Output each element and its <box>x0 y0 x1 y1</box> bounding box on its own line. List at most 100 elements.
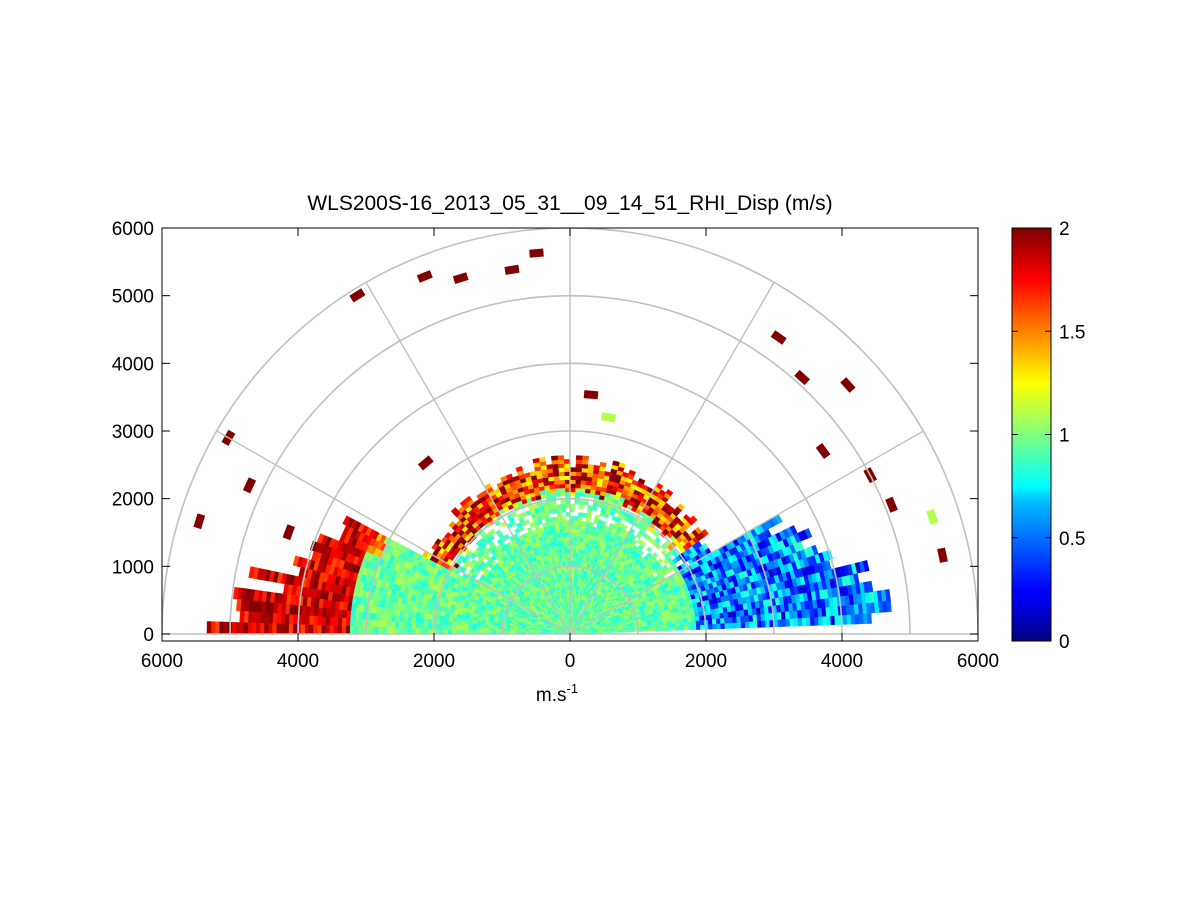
data-cell <box>463 626 469 631</box>
x-axis: 6000 4000 2000 0 2000 4000 6000 <box>141 228 999 672</box>
data-beam <box>570 455 590 631</box>
data-cell <box>402 616 408 623</box>
data-cell <box>410 622 416 629</box>
data-cell <box>439 615 446 622</box>
data-cell <box>575 548 580 554</box>
data-cell <box>450 507 459 515</box>
data-cell <box>410 628 416 635</box>
data-cell <box>353 618 359 627</box>
data-cell <box>579 483 587 489</box>
data-cell <box>333 617 339 627</box>
data-cell <box>937 547 948 563</box>
y-tick-label: 5000 <box>112 287 154 308</box>
data-cell <box>809 616 815 626</box>
colorbar-tick-label: 0.5 <box>1059 529 1085 550</box>
data-cell <box>600 412 616 423</box>
data-cell <box>422 628 428 635</box>
data-cell <box>659 627 665 632</box>
data-cell <box>926 509 939 525</box>
data-cell <box>576 532 581 538</box>
data-cell <box>793 617 799 627</box>
data-cell <box>255 622 261 635</box>
data-cell <box>569 471 576 477</box>
data-cell <box>406 622 412 629</box>
data-beam <box>572 530 690 632</box>
data-cell <box>667 626 673 631</box>
data-cell <box>564 475 571 481</box>
y-tick-label: 3000 <box>112 422 154 443</box>
data-cell <box>280 623 285 635</box>
data-cell <box>663 626 669 631</box>
data-cell <box>728 622 734 629</box>
data-cell <box>564 491 571 497</box>
data-cell <box>515 465 524 473</box>
data-cell <box>564 483 571 489</box>
data-cell <box>455 625 461 631</box>
data-cell <box>414 622 420 630</box>
data-cell <box>556 512 562 518</box>
data-cell <box>712 623 718 630</box>
data-beam <box>434 538 568 632</box>
data-beam <box>515 465 570 631</box>
data-cell <box>402 627 408 635</box>
data-cell <box>468 619 474 625</box>
data-cell <box>587 464 595 470</box>
data-cell <box>571 572 575 578</box>
data-cell <box>580 471 588 477</box>
data-cell <box>578 504 584 510</box>
data-cell <box>679 621 685 627</box>
x-tick-label: 6000 <box>957 651 999 672</box>
data-cell <box>805 617 811 627</box>
data-cell <box>580 479 587 485</box>
data-cell <box>435 624 441 630</box>
grid-spoke <box>569 282 775 635</box>
data-cell <box>830 615 836 626</box>
data-cell <box>687 625 693 631</box>
data-cell <box>752 620 758 628</box>
data-cell <box>785 618 791 627</box>
data-cell <box>426 628 432 635</box>
data-cell <box>667 623 673 628</box>
data-cell <box>587 505 593 511</box>
data-cell <box>577 524 582 530</box>
data-cell <box>580 528 586 534</box>
data-cell <box>569 491 576 497</box>
data-cell <box>663 623 668 628</box>
data-cell <box>542 522 548 528</box>
data-cell <box>267 623 273 635</box>
data-beam <box>573 572 860 634</box>
data-cell <box>459 626 465 631</box>
data-cell <box>736 621 742 629</box>
data-cell <box>846 614 852 625</box>
data-cell <box>574 491 581 497</box>
data-cell <box>423 618 429 625</box>
x-tick-label: 2000 <box>685 651 727 672</box>
data-cell <box>564 471 571 477</box>
data-cell <box>282 524 295 541</box>
data-cell <box>263 612 270 624</box>
data-cell <box>560 503 566 509</box>
data-cell <box>514 527 521 534</box>
data-cell <box>516 630 522 633</box>
data-cell <box>569 467 577 472</box>
data-cell <box>439 624 445 630</box>
data-cell <box>242 477 257 494</box>
data-cell <box>443 620 449 626</box>
data-cell <box>557 516 563 522</box>
data-cell <box>866 612 872 624</box>
data-cell <box>575 552 579 558</box>
data-cell <box>578 500 585 506</box>
data-cell <box>651 551 659 559</box>
data-cell <box>288 623 293 635</box>
data-cell <box>583 500 589 506</box>
data-cell <box>411 611 417 619</box>
data-cell <box>206 621 212 635</box>
data-cell <box>532 457 540 464</box>
data-cell <box>575 475 582 481</box>
data-cell <box>683 514 691 522</box>
data-cell <box>435 619 441 626</box>
data-cell <box>464 619 470 624</box>
data-cell <box>427 618 433 625</box>
data-cell <box>554 491 561 497</box>
grid-spoke <box>216 430 571 635</box>
